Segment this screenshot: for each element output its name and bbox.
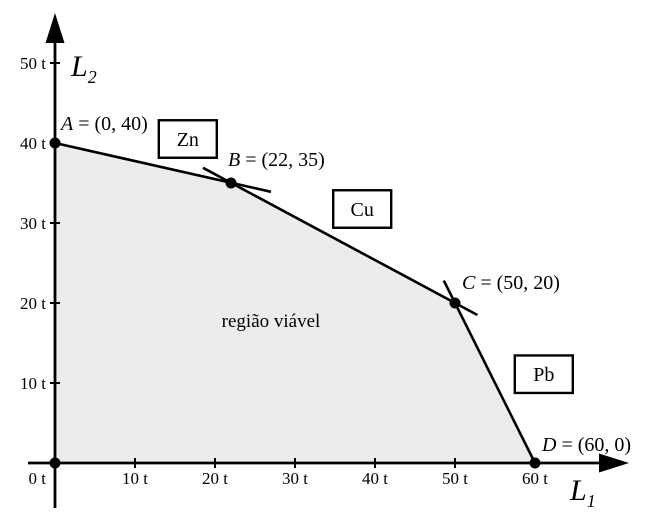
x-axis-arrow-icon <box>599 453 629 473</box>
constraint-box-zn <box>157 119 219 159</box>
y-axis-label: L2 <box>70 50 97 87</box>
constraint-box-pb <box>513 354 574 395</box>
constraint-boxes: Zn Cu Pb <box>157 119 574 395</box>
constraint-line-cu <box>202 166 479 317</box>
x-tick-label-10: 10 t <box>122 469 148 488</box>
vertex-point-a <box>49 137 61 149</box>
axes: 10 t 20 t 30 t 40 t 50 t 60 t 10 t 20 t 30 t 40 t… <box>20 13 629 511</box>
origin-label: 0 t <box>29 469 47 488</box>
constraint-box-label-cu: Cu <box>351 199 374 221</box>
y-tick-label-40: 40 t <box>20 134 46 153</box>
y-tick-label-20: 20 t <box>20 294 46 313</box>
x-tick-label-60: 60 t <box>522 469 548 488</box>
y-tick-label-50: 50 t <box>20 54 46 73</box>
vertex-label-c: C = (50, 20) <box>462 272 560 294</box>
vertices: A = (0, 40) B = (22, 35) C = (50, 20) D = (… <box>49 113 631 469</box>
x-tick-label-30: 30 t <box>282 469 308 488</box>
y-tick-label-30: 30 t <box>20 214 46 233</box>
vertex-label-a: A = (0, 40) <box>59 113 148 135</box>
constraint-box-label-zn: Zn <box>177 129 199 151</box>
vertex-point-b <box>225 177 237 189</box>
y-axis-arrow-icon <box>45 13 65 43</box>
x-tick-label-40: 40 t <box>362 469 388 488</box>
x-tick-label-20: 20 t <box>202 469 228 488</box>
constraint-box-label-pb: Pb <box>533 364 554 386</box>
origin-point <box>49 457 61 469</box>
vertex-point-d <box>529 457 541 469</box>
vertex-point-c <box>449 297 461 309</box>
region-label: região viável <box>222 311 321 332</box>
vertex-label-d: D = (60, 0) <box>541 434 631 456</box>
constraint-line-pb <box>442 280 537 464</box>
y-tick-label-10: 10 t <box>20 374 46 393</box>
x-axis-label: L1 <box>569 474 596 511</box>
x-tick-label-50: 50 t <box>442 469 468 488</box>
constraint-box-cu <box>332 189 393 229</box>
feasible-region-fill <box>55 143 535 463</box>
vertex-label-b: B = (22, 35) <box>228 149 325 171</box>
